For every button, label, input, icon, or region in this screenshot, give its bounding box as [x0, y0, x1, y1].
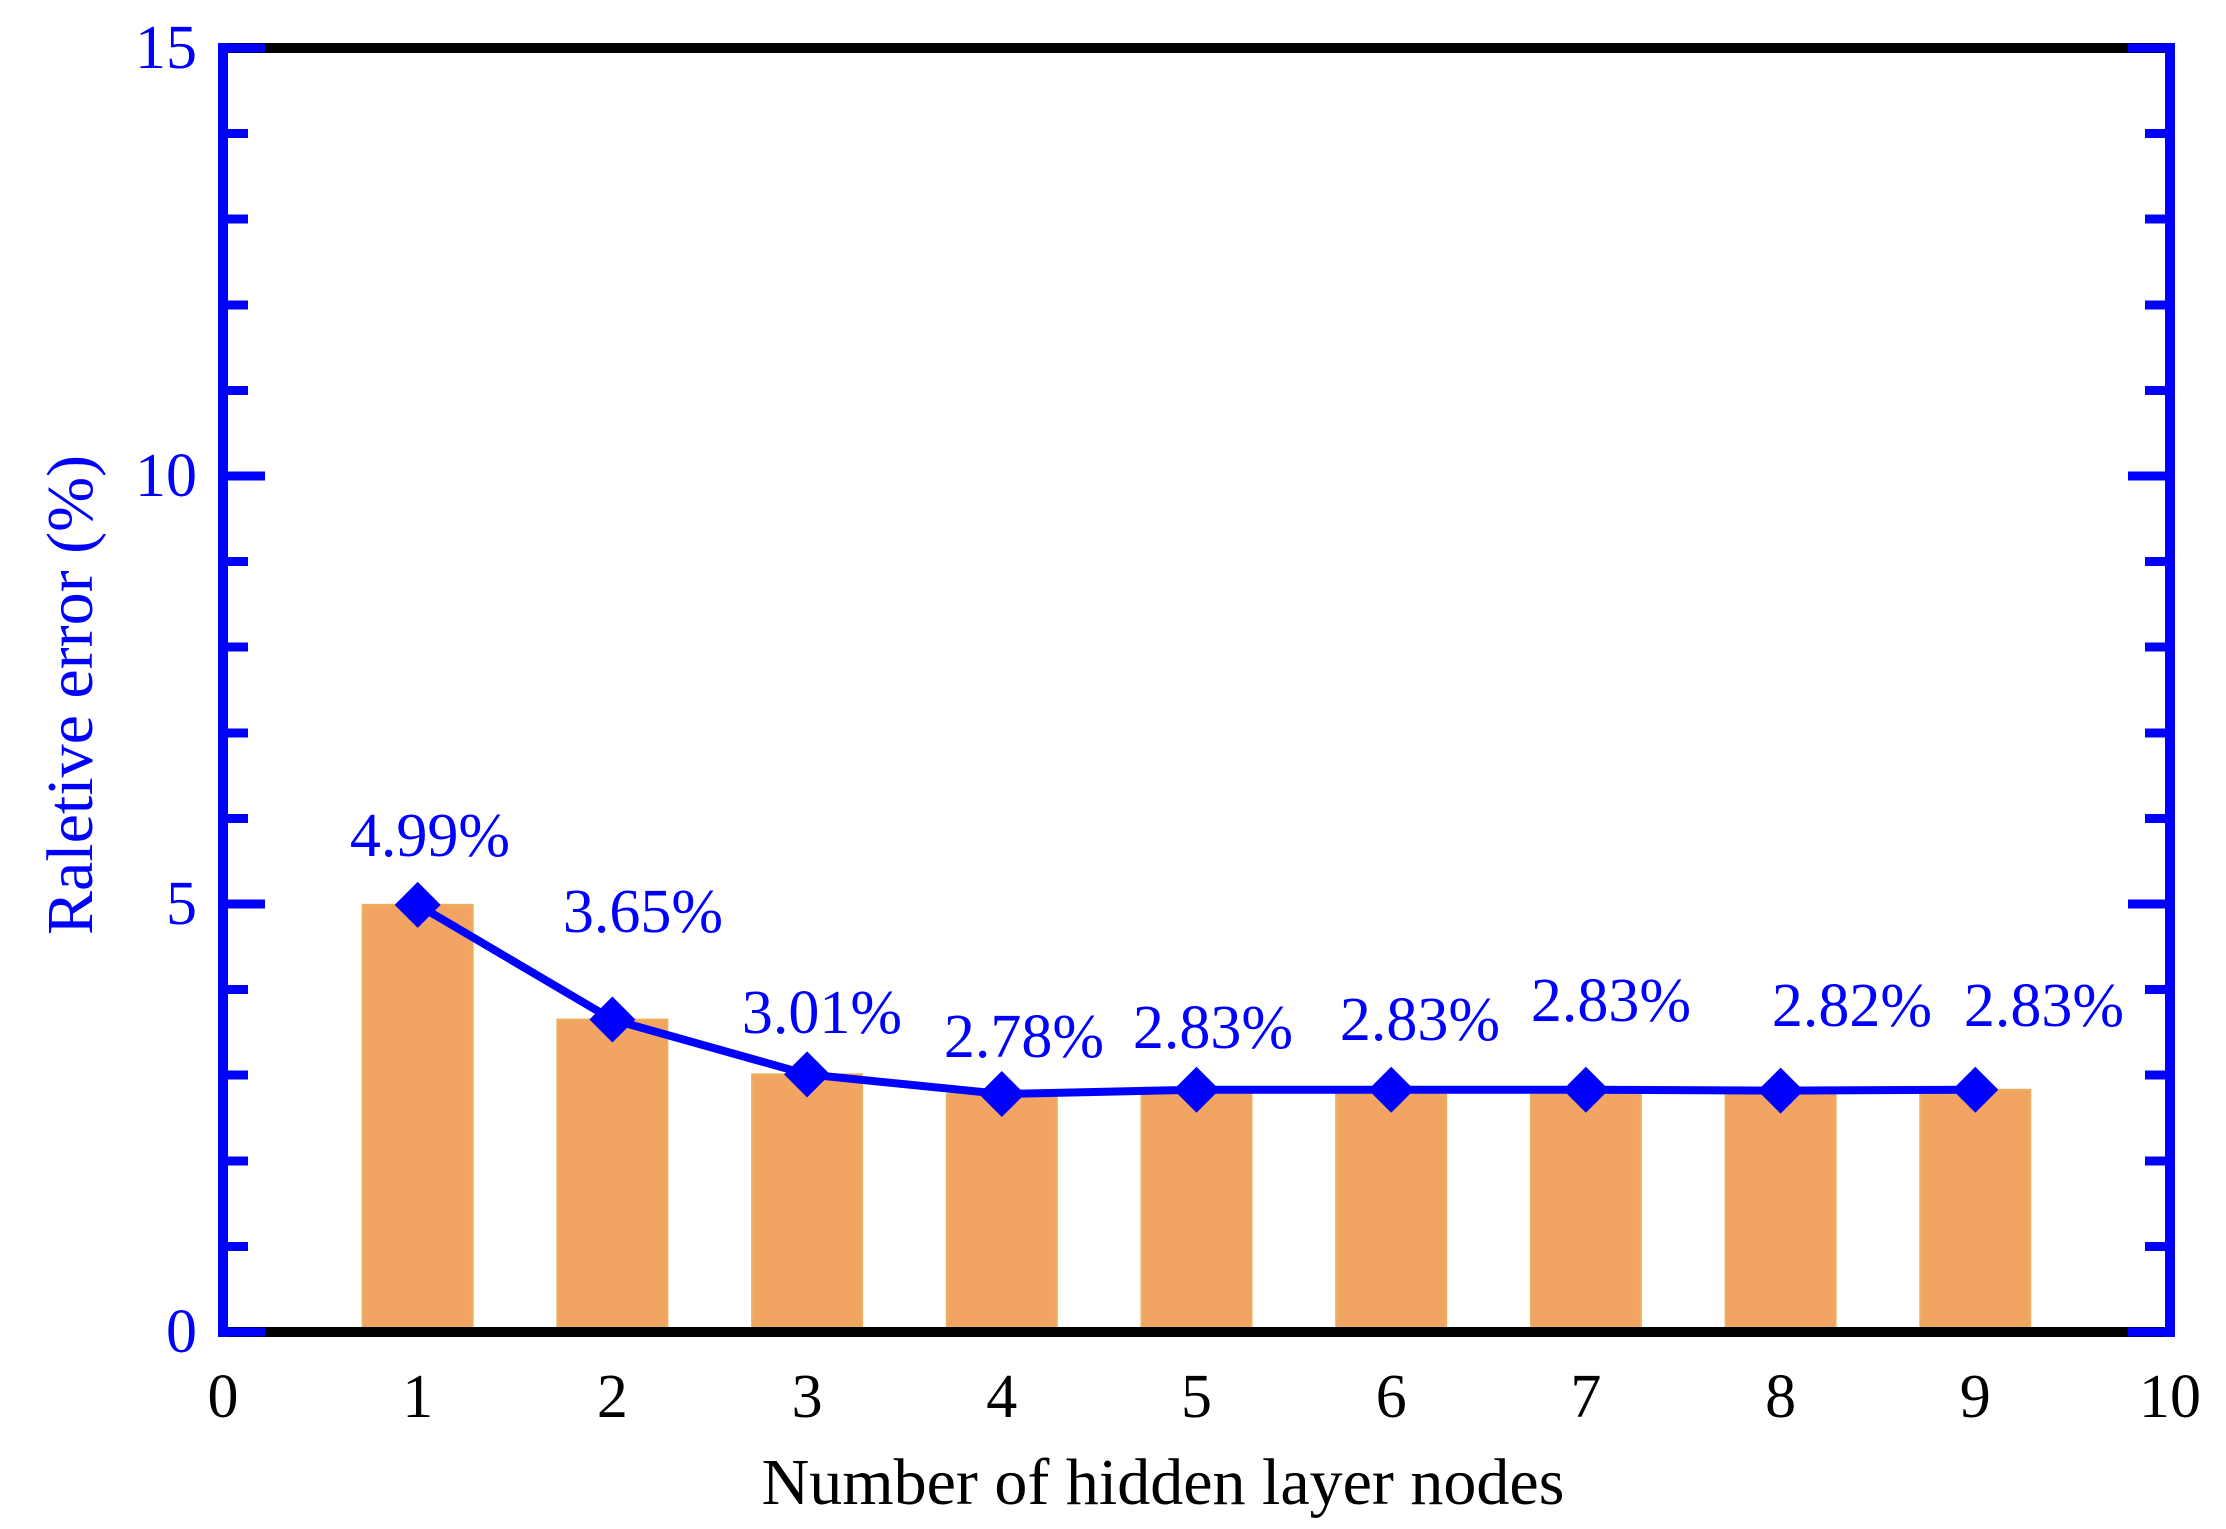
y-tick-left-15 [218, 43, 265, 53]
bottom-spine [218, 1327, 2175, 1337]
bar-1 [361, 903, 474, 1329]
y-tick-left-2 [218, 1156, 248, 1166]
y-tick-right-8 [2145, 642, 2175, 652]
y-tick-right-9 [2145, 557, 2175, 567]
marker-diamond-3 [784, 1051, 831, 1098]
y-tick-left-5 [218, 899, 265, 909]
point-label-4: 2.78% [943, 1003, 1105, 1071]
y-tick-right-14 [2145, 129, 2175, 139]
x-tick-label-7: 7 [1570, 1363, 1602, 1431]
y-tick-left-9 [218, 557, 248, 567]
y-tick-right-6 [2145, 813, 2175, 823]
y-tick-label-0: 0 [166, 1298, 197, 1366]
point-label-2: 3.65% [562, 878, 724, 946]
marker-diamond-5 [1173, 1066, 1220, 1113]
x-tick-label-5: 5 [1181, 1363, 1212, 1431]
y-tick-left-1 [218, 1241, 248, 1251]
y-axis-title: Raletive error (%) [34, 454, 107, 936]
bar-7 [1529, 1088, 1642, 1328]
x-tick-label-9: 9 [1959, 1363, 1991, 1431]
y-tick-right-1 [2145, 1241, 2175, 1251]
y-tick-left-0 [218, 1327, 265, 1337]
x-axis-title: Number of hidden layer nodes [761, 1446, 1565, 1519]
x-tick-label-8: 8 [1765, 1363, 1797, 1431]
y-tick-left-3 [218, 1070, 248, 1080]
y-tick-right-4 [2145, 985, 2175, 995]
y-tick-right-13 [2145, 214, 2175, 224]
left-spine [218, 43, 228, 1337]
marker-diamond-4 [978, 1071, 1025, 1118]
x-tick-label-4: 4 [986, 1363, 1018, 1431]
y-tick-left-11 [218, 385, 248, 395]
x-tick-label-0: 0 [207, 1363, 239, 1431]
top-spine [218, 43, 2175, 53]
y-tick-left-14 [218, 129, 248, 139]
y-tick-right-7 [2145, 728, 2175, 738]
y-tick-left-10 [218, 471, 265, 481]
point-label-7: 2.83% [1530, 967, 1692, 1035]
marker-diamond-2 [589, 996, 636, 1043]
y-tick-right-2 [2145, 1156, 2175, 1166]
point-label-8: 2.82% [1771, 972, 1933, 1040]
marker-diamond-7 [1562, 1066, 1609, 1113]
y-tick-left-12 [218, 300, 248, 310]
y-tick-right-12 [2145, 300, 2175, 310]
y-tick-right-11 [2145, 385, 2175, 395]
point-label-5: 2.83% [1132, 994, 1294, 1062]
marker-diamond-8 [1757, 1067, 1804, 1114]
point-label-9: 2.83% [1963, 972, 2125, 1040]
y-tick-left-13 [218, 214, 248, 224]
marker-diamond-6 [1368, 1066, 1415, 1113]
x-tick-label-6: 6 [1375, 1363, 1407, 1431]
y-tick-right-3 [2145, 1070, 2175, 1080]
bar-9 [1919, 1088, 2032, 1328]
bar-5 [1140, 1088, 1253, 1328]
y-tick-right-15 [2128, 43, 2175, 53]
y-tick-label-15: 15 [135, 14, 197, 82]
bar-4 [945, 1093, 1058, 1328]
y-tick-right-5 [2128, 899, 2175, 909]
y-tick-label-5: 5 [166, 870, 197, 938]
point-label-1: 4.99% [349, 802, 511, 870]
bar-2 [556, 1018, 669, 1328]
x-tick-label-3: 3 [791, 1363, 823, 1431]
marker-diamond-9 [1952, 1066, 1999, 1113]
point-label-3: 3.01% [741, 979, 903, 1047]
x-tick-label-2: 2 [596, 1363, 628, 1431]
bar-6 [1335, 1088, 1448, 1328]
y-tick-right-0 [2128, 1327, 2175, 1337]
point-label-6: 2.83% [1339, 986, 1501, 1054]
y-tick-left-6 [218, 813, 248, 823]
bar-8 [1724, 1089, 1837, 1329]
y-tick-left-4 [218, 985, 248, 995]
y-tick-right-10 [2128, 471, 2175, 481]
y-tick-left-7 [218, 728, 248, 738]
bar-3 [751, 1073, 864, 1328]
marker-diamond-1 [394, 881, 441, 928]
right-spine [2165, 43, 2175, 1337]
x-tick-label-10: 10 [2139, 1363, 2201, 1431]
y-tick-left-8 [218, 642, 248, 652]
y-tick-label-10: 10 [135, 442, 197, 510]
x-tick-label-1: 1 [402, 1363, 434, 1431]
